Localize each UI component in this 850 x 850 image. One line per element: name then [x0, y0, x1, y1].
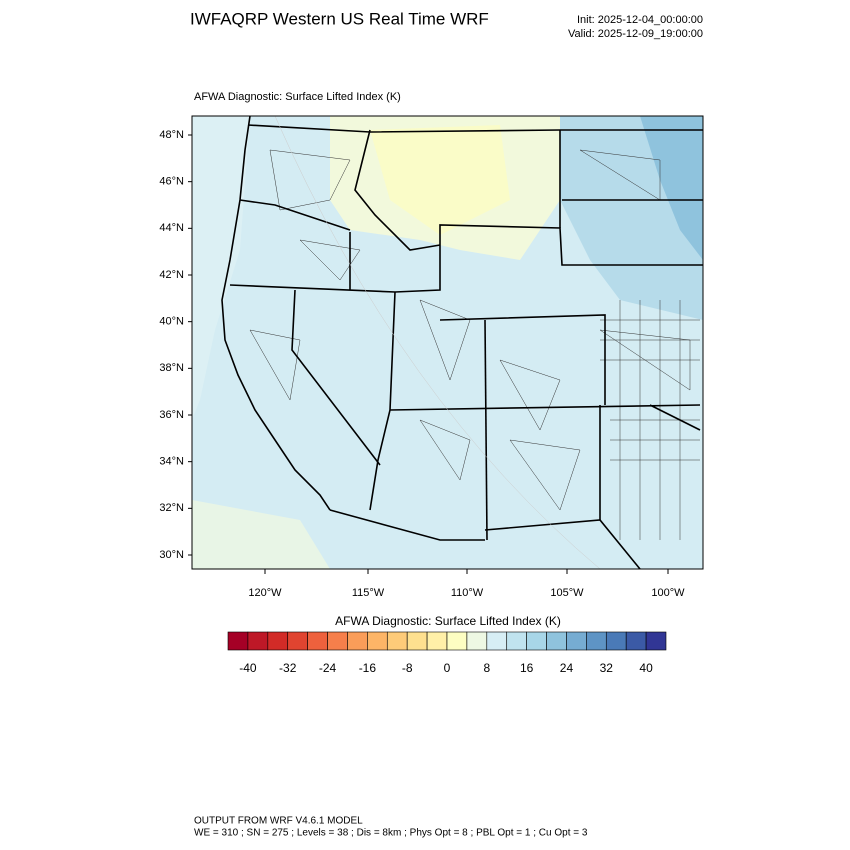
colorbar-box	[546, 631, 567, 651]
lat-label: 32°N	[159, 502, 184, 514]
footer-line1: OUTPUT FROM WRF V4.6.1 MODEL	[194, 816, 363, 827]
colorbar-box	[645, 631, 667, 651]
colorbar-box	[287, 631, 308, 651]
colorbar-box	[586, 631, 607, 651]
colorbar-box	[227, 631, 249, 651]
map-frame	[191, 115, 704, 570]
lon-label: 120°W	[248, 587, 282, 599]
lat-label: 44°N	[159, 222, 184, 234]
colorbar-box	[406, 631, 428, 651]
colorbar-label: 16	[520, 661, 534, 675]
lat-label: 36°N	[159, 409, 184, 421]
field-dakotas	[640, 116, 703, 260]
colorbar-box	[446, 631, 468, 651]
main-title: IWFAQRP Western US Real Time WRF	[190, 9, 489, 28]
lat-label: 30°N	[159, 549, 184, 561]
colorbar-box	[426, 631, 448, 651]
lat-label: 42°N	[159, 269, 184, 281]
lon-label: 100°W	[651, 587, 685, 599]
colorbar-box	[466, 631, 488, 651]
graticule	[274, 116, 601, 569]
colorbar-box	[307, 631, 328, 651]
lon-label: 110°W	[451, 587, 484, 599]
colorbar-box	[526, 631, 547, 651]
colorbar-label: -16	[359, 661, 377, 675]
map	[191, 115, 704, 570]
colorbar-box	[347, 631, 368, 651]
colorbar-label: -32	[279, 661, 297, 675]
field-ocean	[192, 116, 250, 420]
colorbar-box	[386, 631, 408, 651]
lat-label: 34°N	[159, 456, 184, 468]
colorbar-box	[605, 631, 627, 651]
county-lines	[249, 149, 700, 540]
colorbar-label: 0	[444, 661, 451, 675]
init-time: Init: 2025-12-04_00:00:00	[577, 14, 703, 26]
field-yellow	[370, 125, 510, 235]
colorbar-label: -40	[239, 661, 257, 675]
valid-time: Valid: 2025-12-09_19:00:00	[568, 28, 703, 40]
colorbar-label: 32	[600, 661, 614, 675]
lat-label: 48°N	[159, 129, 184, 141]
map-title: AFWA Diagnostic: Surface Lifted Index (K…	[194, 91, 401, 103]
colorbar-label: -8	[402, 661, 413, 675]
colorbar-box	[625, 631, 647, 651]
colorbar-box	[566, 631, 587, 651]
lat-label: 40°N	[159, 316, 184, 328]
colorbar-box	[486, 631, 508, 651]
colorbar-label: 8	[483, 661, 490, 675]
lat-label: 38°N	[159, 362, 184, 374]
colorbar-label: -24	[319, 661, 337, 675]
colorbar-box	[267, 631, 289, 651]
borders	[221, 116, 703, 569]
colorbar-label: 24	[560, 661, 574, 675]
colorbar-box	[327, 631, 348, 651]
colorbar-box	[367, 631, 388, 651]
colorbar-label: 40	[639, 661, 653, 675]
colorbar-title: AFWA Diagnostic: Surface Lifted Index (K…	[335, 614, 561, 628]
colorbar-box	[247, 631, 269, 651]
field-south	[192, 500, 330, 569]
lon-label: 105°W	[550, 587, 584, 599]
lat-label: 46°N	[159, 176, 184, 188]
footer-line2: WE = 310 ; SN = 275 ; Levels = 38 ; Dis …	[194, 828, 588, 839]
lon-label: 115°W	[352, 587, 385, 599]
colorbar-box	[506, 631, 527, 651]
